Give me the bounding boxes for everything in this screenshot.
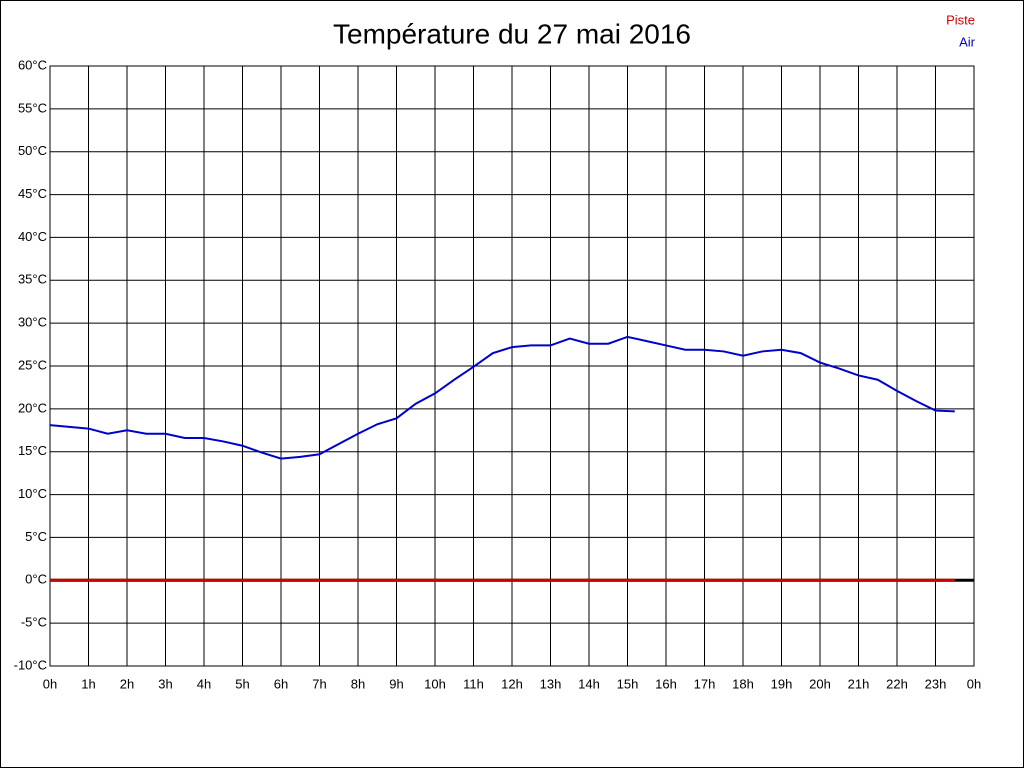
- x-tick-label: 2h: [120, 676, 134, 691]
- x-tick-label: 20h: [809, 676, 831, 691]
- x-tick-label: 16h: [655, 676, 677, 691]
- x-tick-label: 3h: [158, 676, 172, 691]
- x-tick-label: 4h: [197, 676, 211, 691]
- y-tick-label: 25°C: [18, 357, 47, 372]
- y-tick-label: 35°C: [18, 272, 47, 287]
- x-tick-label: 18h: [732, 676, 754, 691]
- x-tick-label: 13h: [540, 676, 562, 691]
- x-tick-label: 21h: [848, 676, 870, 691]
- x-tick-label: 22h: [886, 676, 908, 691]
- x-tick-label: 17h: [694, 676, 716, 691]
- y-tick-label: 40°C: [18, 229, 47, 244]
- y-tick-label: 20°C: [18, 400, 47, 415]
- x-tick-label: 10h: [424, 676, 446, 691]
- x-tick-label: 7h: [312, 676, 326, 691]
- series-line: [49, 335, 955, 460]
- legend-entry: Piste: [946, 12, 975, 27]
- x-tick-label: 8h: [351, 676, 365, 691]
- y-tick-label: 45°C: [18, 186, 47, 201]
- y-tick-label: 15°C: [18, 443, 47, 458]
- chart-title: Température du 27 mai 2016: [333, 18, 691, 49]
- x-tick-label: 19h: [771, 676, 793, 691]
- y-tick-label: -5°C: [21, 615, 47, 630]
- y-tick-label: 0°C: [25, 572, 47, 587]
- y-tick-label: 50°C: [18, 143, 47, 158]
- x-tick-label: 0h: [43, 676, 57, 691]
- y-tick-label: 55°C: [18, 100, 47, 115]
- x-tick-label: 11h: [463, 676, 484, 691]
- x-tick-label: 14h: [578, 676, 600, 691]
- legend-entry: Air: [959, 34, 976, 49]
- x-tick-label: 15h: [617, 676, 639, 691]
- y-tick-label: 60°C: [18, 57, 47, 72]
- x-tick-label: 1h: [81, 676, 95, 691]
- y-tick-label: 10°C: [18, 486, 47, 501]
- x-tick-label: 6h: [274, 676, 288, 691]
- x-tick-label: 5h: [235, 676, 249, 691]
- y-tick-label: -10°C: [14, 657, 47, 672]
- y-tick-label: 5°C: [25, 529, 47, 544]
- plot-border: [49, 65, 975, 667]
- y-tick-label: 30°C: [18, 315, 47, 330]
- x-tick-label: 12h: [501, 676, 523, 691]
- x-tick-label: 0h: [967, 676, 981, 691]
- x-tick-label: 23h: [925, 676, 947, 691]
- x-tick-label: 9h: [389, 676, 403, 691]
